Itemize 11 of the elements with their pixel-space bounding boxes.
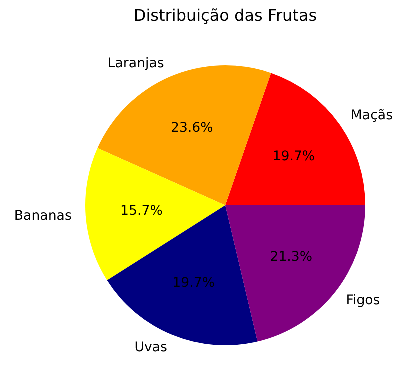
- chart-title: Distribuição das Frutas: [134, 6, 318, 25]
- slice-label: Maçãs: [350, 108, 394, 124]
- data-label: 15.7%: [120, 204, 163, 220]
- slice-label: Bananas: [14, 209, 72, 224]
- data-label: 19.7%: [272, 149, 316, 164]
- slice-label: Figos: [346, 294, 380, 309]
- data-label: 21.3%: [270, 250, 313, 266]
- data-label: 23.6%: [170, 120, 214, 136]
- slice-label: Laranjas: [108, 56, 164, 72]
- data-label: 19.7%: [172, 276, 216, 291]
- slice-label: Uvas: [134, 340, 168, 356]
